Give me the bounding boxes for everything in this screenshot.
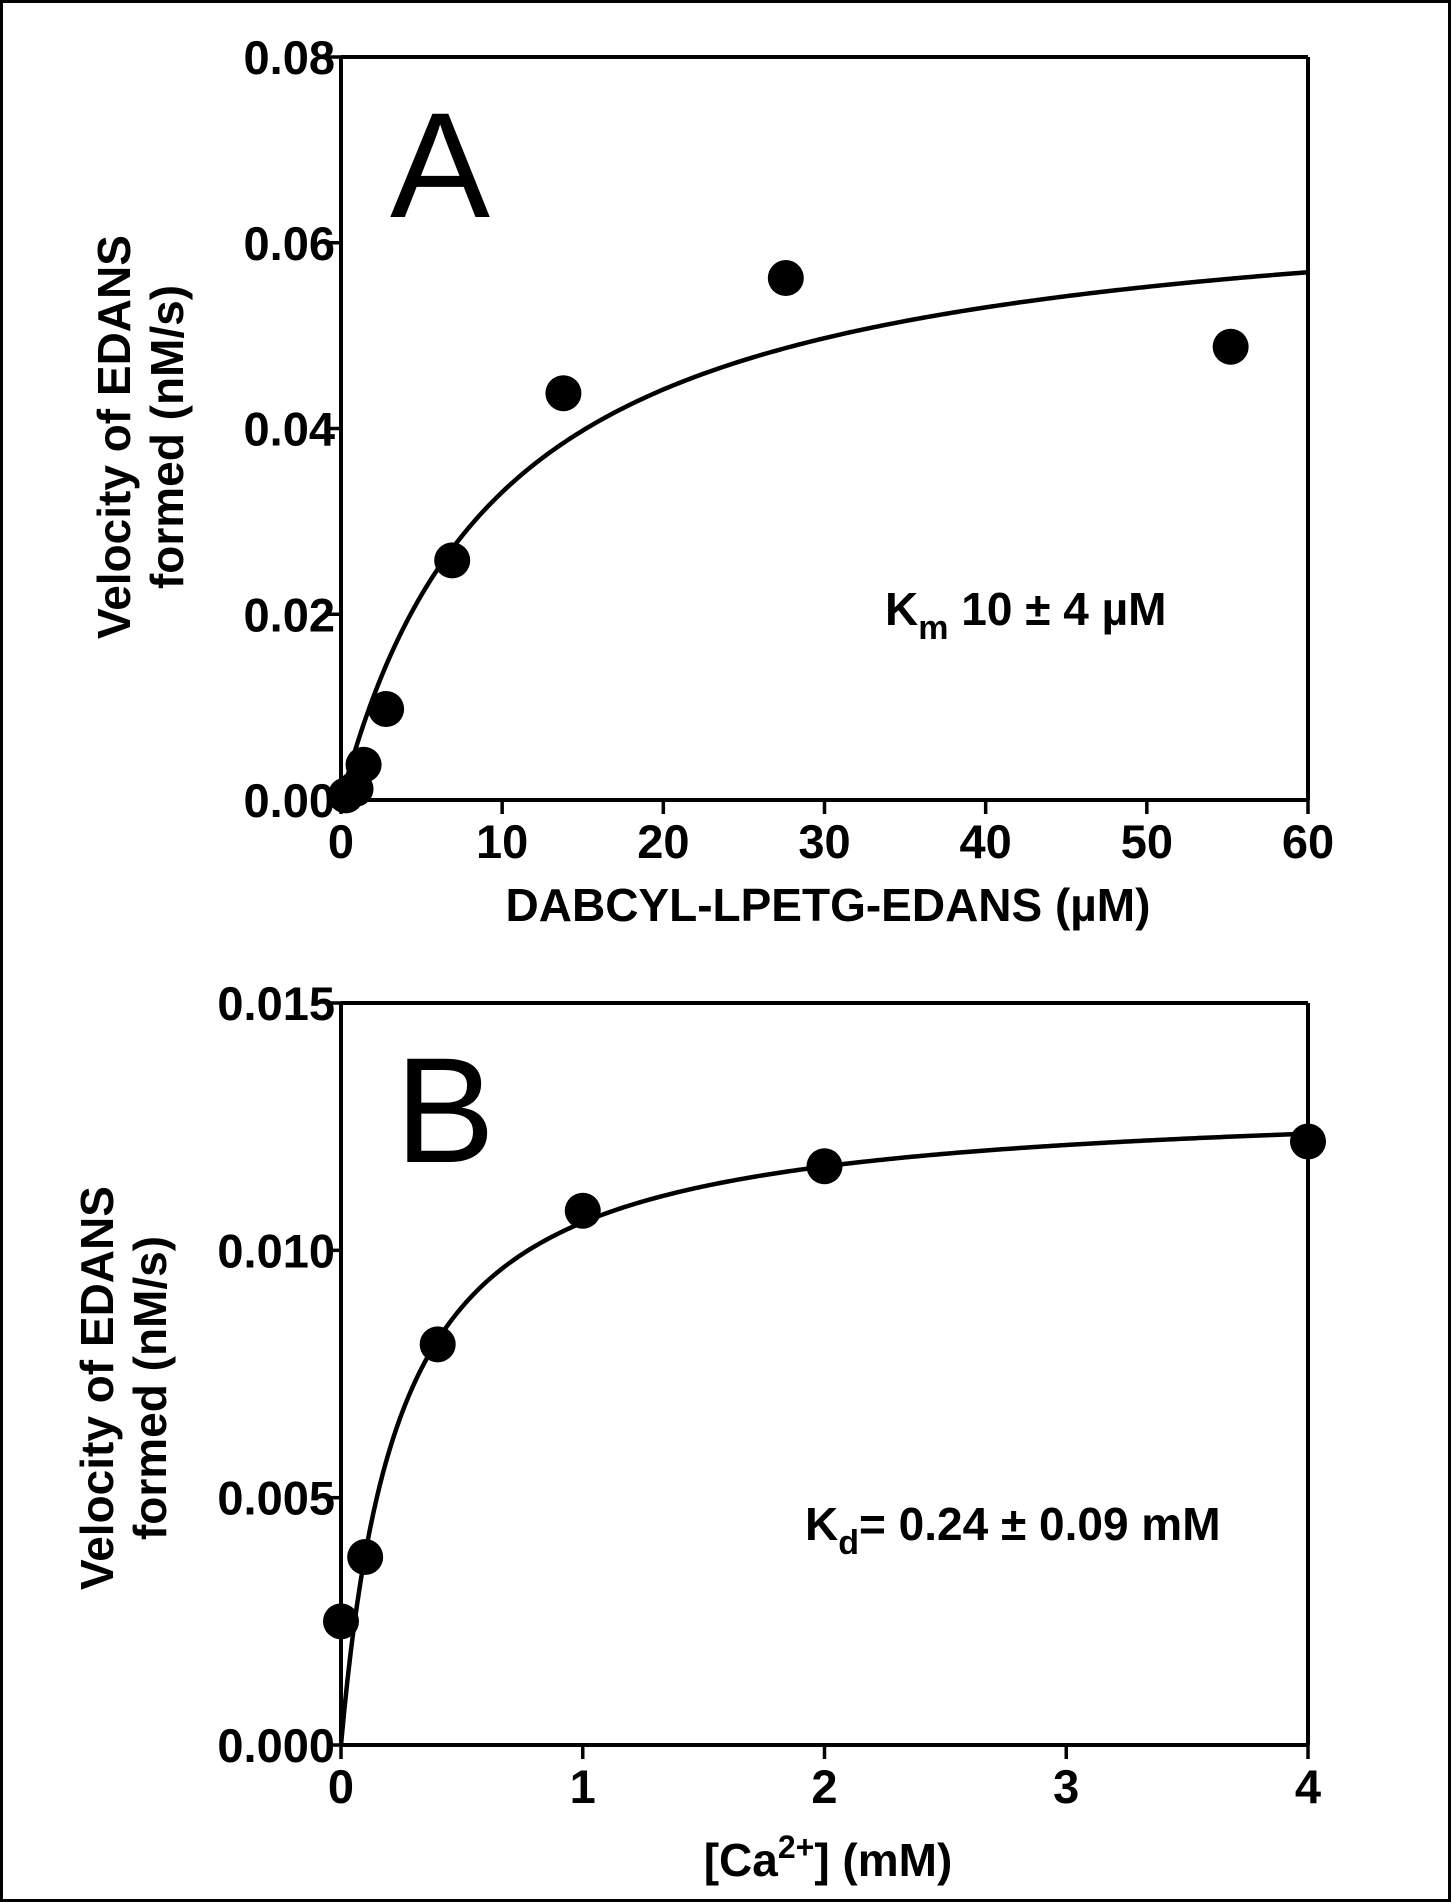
panel-b: 0 1 2 3 4 0.000 0.005 0.010 0.015 B Kd= 0.24 ± … — [71, 977, 1326, 1886]
x-label-part-1: [Ca — [704, 1834, 779, 1886]
panel-b-fit — [338, 1131, 1309, 1746]
y-tick-label: 0.010 — [217, 1224, 335, 1277]
annotation-subscript: m — [918, 609, 948, 647]
y-tick-label: 0.02 — [244, 588, 335, 641]
panel-b-x-ticks: 0 1 2 3 4 — [328, 1745, 1321, 1813]
fit-curve — [338, 1131, 1309, 1746]
annotation-rest: = 0.24 ± 0.09 mM — [859, 1498, 1221, 1550]
panel-a-y-axis-label-line1: Velocity of EDANS — [88, 235, 140, 639]
panel-b-y-axis-label-line1: Velocity of EDANS — [71, 1186, 123, 1590]
x-tick-label: 50 — [1121, 815, 1173, 868]
x-tick-label: 60 — [1282, 815, 1334, 868]
panel-a-y-axis-label-line2: formed (nM/s) — [141, 285, 193, 589]
x-tick-label: 30 — [798, 815, 850, 868]
panel-b-points — [323, 1123, 1326, 1640]
x-tick-label: 20 — [637, 815, 689, 868]
panel-a-points — [327, 260, 1249, 814]
data-point — [1290, 1123, 1326, 1160]
panel-b-letter: B — [395, 1026, 495, 1194]
y-tick-label: 0.04 — [244, 403, 335, 456]
data-point — [767, 260, 804, 297]
x-tick-label: 3 — [1053, 1760, 1079, 1813]
data-point — [323, 1603, 359, 1640]
x-tick-label: 10 — [476, 815, 528, 868]
panel-b-y-ticks: 0.000 0.005 0.010 0.015 — [217, 977, 341, 1772]
panel-b-x-axis-label: [Ca2+] (mM) — [704, 1829, 953, 1886]
data-point — [345, 746, 382, 783]
x-label-superscript: 2+ — [778, 1829, 814, 1865]
annotation-main: K — [885, 583, 918, 635]
data-point — [564, 1192, 601, 1229]
y-tick-label: 0.08 — [244, 31, 335, 84]
x-tick-label: 1 — [570, 1760, 596, 1813]
panel-b-kd-annotation: Kd= 0.24 ± 0.09 mM — [805, 1498, 1221, 1562]
x-tick-label: 40 — [960, 815, 1012, 868]
data-point — [419, 1326, 456, 1363]
data-point — [806, 1148, 843, 1185]
panel-a-letter: A — [390, 81, 490, 249]
y-tick-label: 0.000 — [217, 1719, 335, 1772]
panel-b-y-axis-label-line2: formed (nM/s) — [124, 1236, 176, 1540]
data-point — [434, 542, 471, 579]
y-tick-label: 0.06 — [244, 217, 335, 270]
panel-a-fit — [338, 269, 1309, 801]
y-tick-label: 0.005 — [217, 1472, 335, 1525]
annotation-rest: 10 ± 4 µM — [948, 583, 1166, 635]
annotation-main: K — [805, 1498, 838, 1550]
data-point — [1212, 328, 1249, 365]
data-point — [368, 690, 405, 727]
fit-curve — [338, 269, 1309, 801]
panel-a-km-annotation: Km 10 ± 4 µM — [885, 583, 1166, 647]
x-label-part-2: ] (mM) — [814, 1834, 952, 1886]
panel-a-x-axis-label: DABCYL-LPETG-EDANS (µM) — [506, 879, 1151, 931]
x-tick-label: 0 — [328, 815, 354, 868]
panel-a: 0 10 20 30 40 50 60 0.00 0.02 0.04 0.06 0.08 A Km … — [88, 31, 1334, 931]
x-tick-label: 4 — [1295, 1760, 1321, 1813]
data-point — [545, 375, 582, 412]
y-tick-label: 0.015 — [217, 977, 335, 1030]
panel-a-x-ticks: 0 10 20 30 40 50 60 — [328, 800, 1334, 868]
annotation-subscript: d — [838, 1524, 859, 1562]
data-point — [347, 1539, 384, 1576]
x-tick-label: 0 — [328, 1760, 354, 1813]
y-tick-label: 0.00 — [244, 774, 335, 827]
panel-a-y-ticks: 0.00 0.02 0.04 0.06 0.08 — [244, 31, 341, 827]
x-tick-label: 2 — [811, 1760, 837, 1813]
